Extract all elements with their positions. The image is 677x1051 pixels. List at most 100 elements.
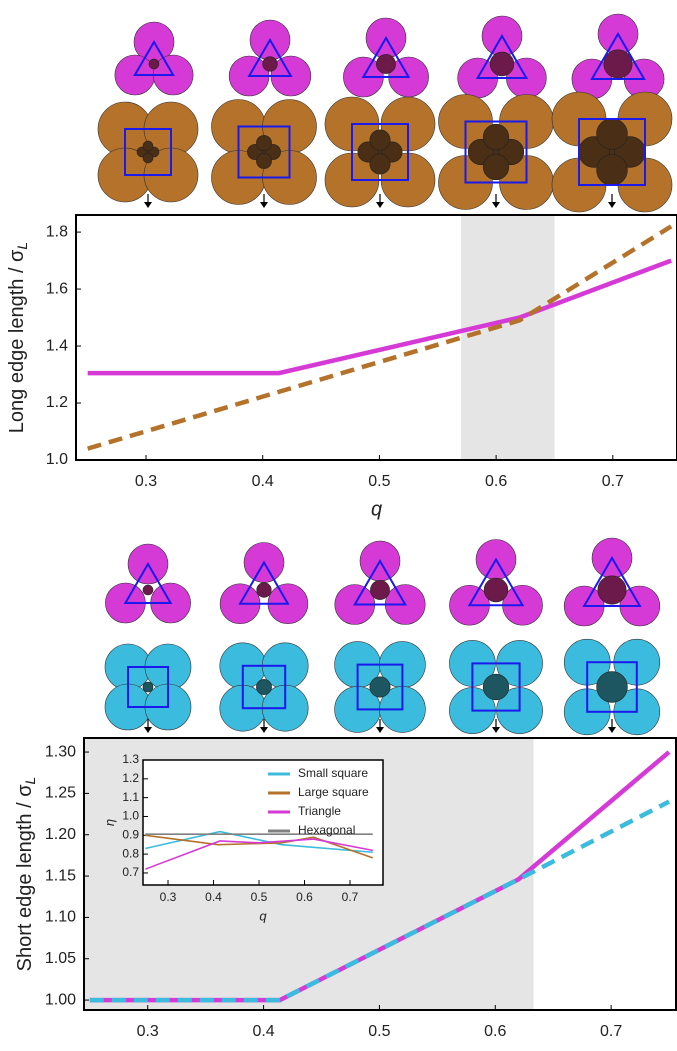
icon-triangle [582, 556, 642, 607]
icon-square [356, 663, 404, 711]
y-tick-label: 0.8 [122, 846, 139, 860]
series-line [87, 258, 672, 376]
chart: 0.3 0.4 0.5 0.6 0.7 0.7 0.8 0.9 1.0 1.1 1.2 1.3 q η Sm… [102, 752, 384, 923]
y-tick-label: 1.30 [45, 743, 76, 760]
arrow-head [144, 202, 152, 208]
icon-square [471, 662, 521, 712]
icon-triangle [475, 34, 529, 79]
icon-core [596, 154, 628, 186]
y-tick-label: 1.15 [45, 867, 76, 884]
icon-core [369, 129, 391, 151]
y-tick-label: 0.9 [122, 827, 139, 841]
arrow-head [260, 202, 268, 208]
y-tick-label: 1.8 [46, 223, 68, 240]
icon-square [127, 666, 169, 708]
icon-triangle [123, 562, 173, 604]
icon-triangle [361, 36, 411, 78]
icon-core [596, 118, 628, 150]
icon-square [351, 123, 409, 181]
icon-core [148, 58, 160, 70]
chart: 0.3 0.4 0.5 0.6 0.7 1.0 1.2 1.4 1.6 1.8 q Long edge… [6, 214, 677, 520]
x-tick-label: 0.6 [484, 1023, 506, 1040]
icon-triangle [353, 559, 407, 606]
icon-triangle [238, 560, 290, 605]
x-tick-label: 0.4 [252, 473, 274, 490]
y-axis-label-main: η [102, 819, 117, 826]
x-tick-label: 0.5 [368, 1023, 390, 1040]
icon-core [482, 153, 510, 181]
icon-core [376, 54, 396, 74]
icon-square [241, 664, 287, 710]
series-line [89, 799, 671, 1003]
plot-frame [83, 737, 677, 1011]
arrow-head [376, 202, 384, 208]
arrow-head [608, 727, 616, 733]
shaded-region [461, 215, 555, 460]
x-axis-label: q [259, 908, 267, 923]
y-tick-label: 1.4 [46, 337, 68, 354]
x-tick-label: 0.7 [342, 890, 359, 904]
icon-core [489, 51, 515, 77]
y-axis-label: Long edge length / σL [6, 242, 29, 433]
icon-core [256, 135, 272, 151]
x-tick-label: 0.6 [485, 473, 507, 490]
arrow-head [608, 202, 616, 208]
plot-frame [142, 759, 384, 886]
x-tick-label: 0.3 [160, 890, 177, 904]
y-tick-label: 1.0 [46, 451, 68, 468]
series-line [144, 838, 373, 870]
icon-core [483, 577, 509, 603]
icon-core [142, 584, 154, 596]
icon-square [124, 128, 172, 176]
y-axis-label: η [102, 819, 117, 826]
icon-triangle [467, 557, 525, 607]
x-tick-label: 0.7 [602, 473, 624, 490]
icon-core [142, 152, 154, 164]
inset-bg [143, 760, 383, 885]
y-axis-label-sub: L [22, 777, 38, 785]
x-tick-label: 0.5 [251, 890, 268, 904]
x-tick-label: 0.7 [600, 1023, 622, 1040]
icon-core [370, 580, 390, 600]
y-tick-label: 1.3 [122, 752, 139, 766]
icon-core [256, 153, 272, 169]
arrow-head [260, 727, 268, 733]
y-axis-label-main: Long edge length / σ [6, 249, 28, 433]
y-tick-label: 1.2 [122, 771, 139, 785]
legend-label: Small square [298, 766, 368, 780]
y-axis-label-main: Short edge length / σ [14, 784, 36, 972]
x-tick-label: 0.4 [252, 1023, 274, 1040]
icon-core [256, 582, 272, 598]
y-tick-label: 1.20 [45, 826, 76, 843]
plot-frame [75, 214, 677, 461]
y-tick-label: 1.6 [46, 280, 68, 297]
icon-square [578, 118, 646, 186]
icon-core [482, 123, 510, 151]
icon-core [596, 671, 628, 703]
icon-triangle [590, 32, 646, 80]
legend-label: Large square [298, 785, 369, 799]
y-tick-label: 1.25 [45, 785, 76, 802]
series-line [87, 224, 673, 451]
y-tick-label: 0.7 [122, 865, 139, 879]
y-tick-label: 1.1 [122, 790, 139, 804]
icon-core [262, 56, 278, 72]
icon-square [237, 125, 291, 179]
y-tick-label: 1.00 [45, 991, 76, 1008]
icon-core [369, 153, 391, 175]
icon-core [603, 49, 633, 79]
x-tick-label: 0.3 [137, 1023, 159, 1040]
icon-triangle [133, 40, 175, 76]
x-tick-label: 0.5 [368, 473, 390, 490]
icon-core [142, 681, 154, 693]
y-axis-label-sub: L [14, 242, 30, 250]
arrow-head [492, 727, 500, 733]
icon-core [597, 575, 627, 605]
legend-label: Hexagonal [298, 823, 355, 837]
arrow-head [492, 202, 500, 208]
x-tick-label: 0.4 [205, 890, 222, 904]
icon-core [142, 140, 154, 152]
legend-label: Triangle [298, 804, 341, 818]
x-tick-label: 0.6 [296, 890, 313, 904]
